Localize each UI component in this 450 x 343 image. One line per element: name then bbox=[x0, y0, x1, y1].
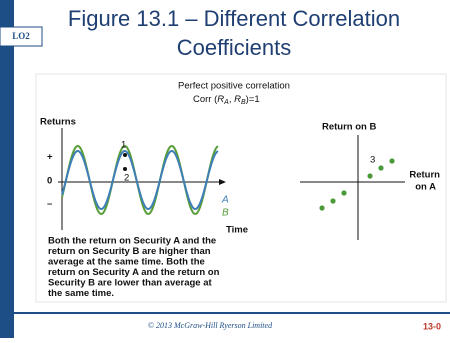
series-label: B bbox=[222, 208, 229, 219]
corr-part: R bbox=[234, 94, 241, 105]
point-label: 2 bbox=[124, 173, 129, 184]
y-label: Return on B bbox=[322, 122, 376, 133]
corr-part: B bbox=[241, 99, 246, 106]
badge: LO2 bbox=[12, 31, 30, 41]
corr-part: , bbox=[229, 94, 234, 105]
caption-line: Both the return on Security A and the bbox=[48, 236, 216, 247]
point-label: 1 bbox=[121, 140, 126, 151]
footer: © 2013 McGraw-Hill Ryerson Limited bbox=[148, 321, 273, 330]
caption-line: the same time. bbox=[48, 288, 114, 299]
y-mark: – bbox=[47, 199, 52, 210]
corr-part: A bbox=[223, 99, 229, 106]
x-label: Return bbox=[409, 170, 440, 181]
figure-heading: Perfect positive correlation bbox=[178, 81, 290, 92]
figure-panel bbox=[35, 73, 447, 303]
y-mark: 0 bbox=[47, 176, 52, 187]
side-bar bbox=[0, 0, 14, 338]
corr-part: )=1 bbox=[246, 94, 260, 105]
point bbox=[123, 167, 127, 171]
dots bbox=[319, 158, 395, 211]
series-label: A bbox=[221, 195, 229, 206]
corr-part: Corr ( bbox=[193, 94, 218, 105]
x-label: Time bbox=[226, 225, 248, 236]
point bbox=[123, 153, 127, 157]
badge-box bbox=[0, 26, 43, 47]
caption-line: Security B are lower than average at bbox=[48, 278, 213, 289]
title: Figure 13.1 – Different Correlation Coeff… bbox=[68, 6, 400, 60]
page-number: 13-0 bbox=[423, 321, 441, 331]
corr-part: R bbox=[217, 94, 224, 105]
corr-text: Corr (RA, RB)=1 bbox=[193, 94, 260, 107]
wave-a bbox=[61, 149, 219, 211]
caption-line: average at the same time. Both the bbox=[48, 257, 205, 268]
caption-line: return on Security A and the return on bbox=[48, 267, 220, 278]
title-line: Figure 13.1 – Different Correlation bbox=[68, 6, 400, 31]
y-label: Returns bbox=[40, 117, 76, 128]
caption-line: return on Security B are higher than bbox=[48, 246, 211, 257]
title-line: Coefficients bbox=[177, 35, 292, 60]
arrow bbox=[219, 179, 226, 185]
point-label: 3 bbox=[370, 155, 375, 166]
caption: Both the return on Security A and theret… bbox=[48, 236, 220, 300]
y-mark: + bbox=[47, 152, 53, 163]
x-label: on A bbox=[415, 182, 436, 193]
